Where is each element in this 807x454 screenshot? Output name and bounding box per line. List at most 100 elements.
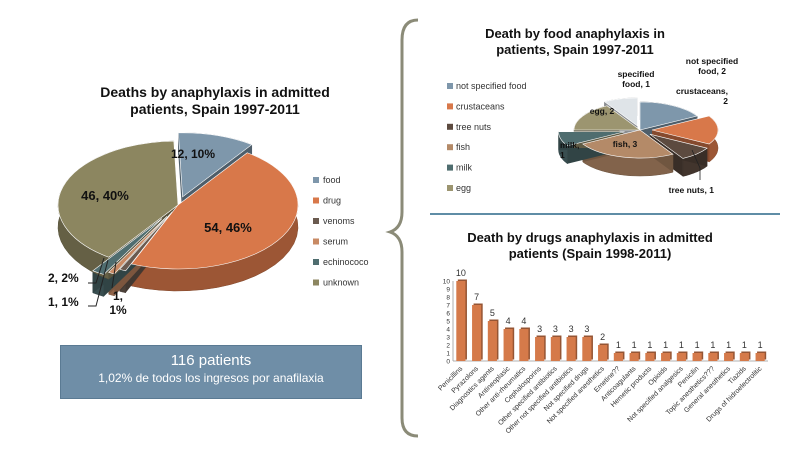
pie2-label-not-specified-food-0: not specified	[686, 56, 738, 66]
pie1-legend-label-serum: serum	[323, 237, 348, 247]
pie1-slice-drug	[130, 152, 299, 270]
bar-value-label-5: 3	[537, 324, 542, 334]
pie2-label-milk-0: milk,	[560, 140, 579, 150]
pie2-legend-label-tree-nuts: tree nuts	[456, 122, 492, 132]
bar-title: Death by drugs anaphylaxis in admitted p…	[440, 230, 740, 261]
bar-ytick-3: 3	[446, 335, 450, 342]
pie2-legend-label-egg: egg	[456, 183, 471, 193]
pie1-label-serum-a: 1,	[113, 289, 123, 303]
pie1-group: 12, 10% 54, 46% 1, 1% 1,1% 2, 2% 46, 40%	[48, 132, 299, 317]
pie2-leader-tree-nuts	[691, 149, 701, 180]
bar-general-anesthetics	[724, 353, 734, 361]
pie1-legend-swatch-drug	[313, 197, 319, 204]
bar-value-label-10: 1	[616, 340, 621, 350]
pie2-label-tree-nuts-0: tree nuts, 1	[669, 185, 715, 195]
bar-title-line-2: patients (Spain 1998-2011)	[508, 245, 672, 261]
bar-ytick-4: 4	[446, 327, 450, 334]
pie1-slice-food	[178, 132, 253, 198]
pie1-label-drug: 54, 46%	[204, 220, 252, 235]
pie1-leader-serum	[111, 261, 117, 289]
pie2-legend-swatch-not-specified-food	[447, 83, 453, 89]
bar-cephalosporins	[535, 337, 545, 361]
pie1-legend-label-food: food	[323, 175, 341, 185]
pie2-title-line-1: Death by food anaphylaxis in	[485, 26, 665, 41]
pie1-wall-food-0	[178, 132, 183, 219]
bar-ytick-5: 5	[446, 319, 450, 326]
bar-tiazids	[739, 353, 749, 361]
bar-value-label-4: 4	[521, 316, 526, 326]
bar-penicillins	[456, 281, 466, 361]
bar-value-label-16: 1	[710, 340, 715, 350]
bar-diagnostics-agents	[487, 321, 497, 361]
pie2-label-egg-0: egg, 2	[590, 106, 615, 116]
pie1-label-serum-b: 1%	[109, 303, 127, 317]
pie1-legend-label-unknown: unknown	[323, 278, 359, 288]
pie1-legend-label-venoms: venoms	[323, 216, 355, 226]
bar-penicilin	[692, 353, 702, 361]
pie2-legend-label-milk: milk	[456, 163, 472, 173]
bar-value-label-15: 1	[695, 340, 700, 350]
bar-value-label-19: 1	[758, 340, 763, 350]
bar-ytick-9: 9	[446, 287, 450, 294]
patients-note: 1,02% de todos los ingresos por anafilax…	[98, 371, 324, 385]
bar-value-label-14: 1	[679, 340, 684, 350]
bar-not-specified-anesthetics	[598, 345, 608, 361]
bar-other-specified-antibiotics	[550, 337, 560, 361]
bar-pyrazolons	[472, 305, 482, 361]
pie2-slice-milk	[558, 131, 625, 147]
pie2-label-specified-food-0: specified	[618, 69, 655, 79]
bar-value-label-6: 3	[553, 324, 558, 334]
bar-value-label-0: 10	[456, 268, 466, 278]
pie2-slice-not-specified-food	[639, 101, 698, 131]
pie2-title: Death by food anaphylaxis in patients, S…	[445, 26, 705, 57]
pie1-slice-unknown	[57, 140, 179, 258]
pie1-legend-label-echinococo: echinococo	[323, 257, 369, 267]
bar-value-label-7: 3	[569, 324, 574, 334]
bar-anticoagulants	[629, 353, 639, 361]
pie2-legend-swatch-crustaceans	[447, 103, 453, 110]
pie2-legend-label-crustaceans: crustaceans	[456, 101, 505, 111]
pie2-label-specified-food-1: food, 1	[622, 79, 650, 89]
pie1-legend-swatch-serum	[313, 238, 319, 245]
pie1-title-line-2: patients, Spain 1997-2011	[130, 100, 300, 117]
bar-ytick-7: 7	[446, 303, 450, 310]
bar-value-label-2: 5	[490, 308, 495, 318]
bar-ytick-1: 1	[446, 351, 450, 358]
bar-value-label-13: 1	[663, 340, 668, 350]
bar-ytick-6: 6	[446, 311, 450, 318]
bracket-divider	[385, 18, 419, 438]
pie2-label-milk-1: 1	[560, 150, 565, 160]
pie1-legend-label-drug: drug	[323, 196, 341, 206]
bar-value-label-11: 1	[632, 340, 637, 350]
patients-count: 116 patients	[170, 352, 252, 369]
pie1-label-food: 12, 10%	[171, 147, 215, 161]
pie2-legend: not specified food crustaceans tree nuts fi…	[447, 81, 527, 193]
pie1-title-line-1: Deaths by anaphylaxis in admitted	[100, 84, 330, 100]
patients-summary-box: 116 patients 1,02% de todos los ingresos…	[60, 345, 362, 399]
pie2-slice-specified-food	[603, 97, 638, 127]
bar-antineoplasic	[503, 329, 513, 361]
bar-hemetic-products	[645, 353, 655, 361]
bar-value-label-3: 4	[506, 316, 511, 326]
bar-value-label-17: 1	[726, 340, 731, 350]
pie2-label-fish-0: fish, 3	[613, 139, 638, 149]
pie2-slice-egg	[573, 105, 641, 131]
pie1-legend: food drug venoms serum echinococo unknown	[313, 175, 369, 288]
bar-value-label-18: 1	[742, 340, 747, 350]
pie1-legend-swatch-food	[313, 177, 319, 183]
bar-chart-group: 01234567891010Penicillins7Pyrazolons5Dia…	[437, 268, 768, 435]
pie1-legend-swatch-unknown	[313, 279, 319, 286]
pie1-leader-echinococo	[88, 257, 105, 284]
pie2-legend-label-fish: fish	[456, 142, 470, 152]
pie2-legend-swatch-fish	[447, 144, 453, 151]
bar-not-specified-drugs	[582, 337, 592, 361]
bar-value-label-8: 3	[584, 324, 589, 334]
pie2-legend-swatch-milk	[447, 164, 453, 171]
pie2-slice-fish	[582, 129, 674, 159]
pie2-slice-crustaceans	[651, 115, 719, 145]
bar-ytick-0: 0	[446, 359, 450, 366]
pie1-slice-venoms	[119, 211, 173, 272]
bar-other-anti-rheumatics	[519, 329, 529, 361]
